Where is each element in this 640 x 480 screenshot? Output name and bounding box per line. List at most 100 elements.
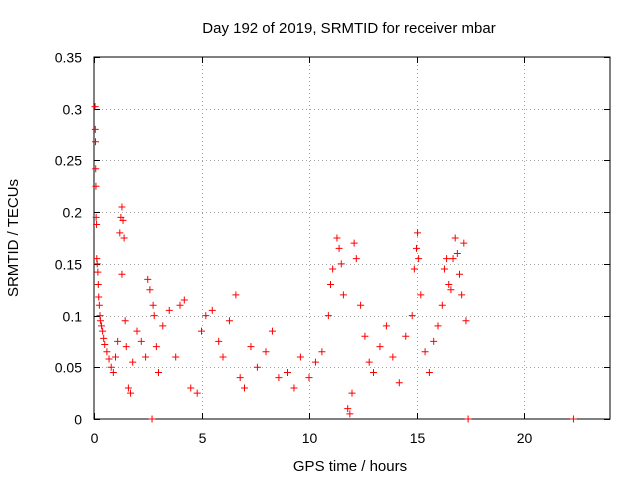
data-point [93,221,101,229]
data-point [119,216,127,224]
data-point [124,384,132,392]
data-points [91,103,577,423]
x-tick-label: 15 [410,430,426,446]
data-point [92,182,100,190]
data-point [92,213,100,221]
data-point [95,293,103,301]
data-point [305,374,313,382]
data-point [415,255,423,263]
y-tick-label: 0.25 [55,153,82,169]
data-point [434,322,442,330]
data-point [148,415,156,423]
data-point [187,384,195,392]
data-point [447,286,455,294]
data-point [241,384,248,392]
data-point [116,229,124,237]
data-point [357,301,365,309]
data-point [569,415,577,423]
data-point [176,301,184,309]
data-point [376,343,384,351]
data-point [318,348,326,356]
data-point [284,368,291,376]
data-point [127,389,135,397]
x-tick-label: 20 [517,430,533,446]
data-point [121,317,129,325]
y-axis-label: SRMTID / TECUs [5,179,22,297]
data-point [382,322,390,330]
data-point [365,358,373,366]
y-tick-label: 0.15 [55,257,82,273]
data-point [215,337,223,345]
data-point [152,343,160,351]
data-point [159,322,167,330]
data-point [91,103,99,111]
data-point [408,312,416,320]
x-axis-ticks: 0 5 10 15 20 [91,57,533,446]
data-point [142,353,150,361]
data-point [98,322,106,330]
data-point [99,327,107,335]
data-point [344,405,352,413]
data-point [165,306,173,314]
data-point [389,353,397,361]
data-point [329,265,337,273]
data-point [219,353,227,361]
data-point [311,358,319,366]
data-point [92,138,100,146]
data-point [438,301,446,309]
data-point [122,343,130,351]
data-point [146,286,154,294]
data-point [236,374,244,382]
data-point [402,332,410,340]
data-point [91,125,99,133]
data-point [268,327,276,335]
data-point [144,275,152,283]
data-point [101,341,109,349]
data-point [103,348,111,356]
plot-frame [93,56,611,420]
grid-lines [94,57,610,419]
data-point [94,281,102,289]
data-point [105,355,113,363]
data-point [149,301,157,309]
data-point [172,353,180,361]
data-point [462,317,470,325]
y-tick-label: 0.05 [55,360,82,376]
data-point [443,255,451,263]
data-point [460,239,468,247]
data-point [370,368,377,376]
y-tick-label: 0.3 [63,102,83,118]
data-point [155,368,162,376]
y-tick-label: 0.35 [55,50,82,66]
data-point [410,265,418,273]
data-point [464,415,472,423]
data-point [413,244,420,252]
x-axis-label: GPS time / hours [293,458,407,475]
chart-title: Day 192 of 2019, SRMTID for receiver mba… [202,20,495,37]
data-point [93,260,101,268]
data-point [107,363,115,371]
y-tick-label: 0 [74,412,82,428]
data-point [94,268,102,276]
data-point [453,250,461,258]
y-tick-label: 0.1 [63,309,83,325]
data-point [129,358,137,366]
data-point [425,368,433,376]
data-point [361,332,369,340]
data-point [95,301,103,309]
data-point [337,260,345,268]
data-point [430,337,438,345]
data-point [445,281,453,289]
data-point [92,165,100,173]
y-tick-label: 0.2 [63,205,83,221]
data-point [456,270,463,278]
data-point [112,353,119,361]
data-point [335,244,343,252]
data-point [118,270,126,278]
data-point [100,334,108,342]
x-tick-label: 10 [302,430,318,446]
data-point [327,281,334,289]
data-point [449,255,457,263]
data-point [247,343,255,351]
